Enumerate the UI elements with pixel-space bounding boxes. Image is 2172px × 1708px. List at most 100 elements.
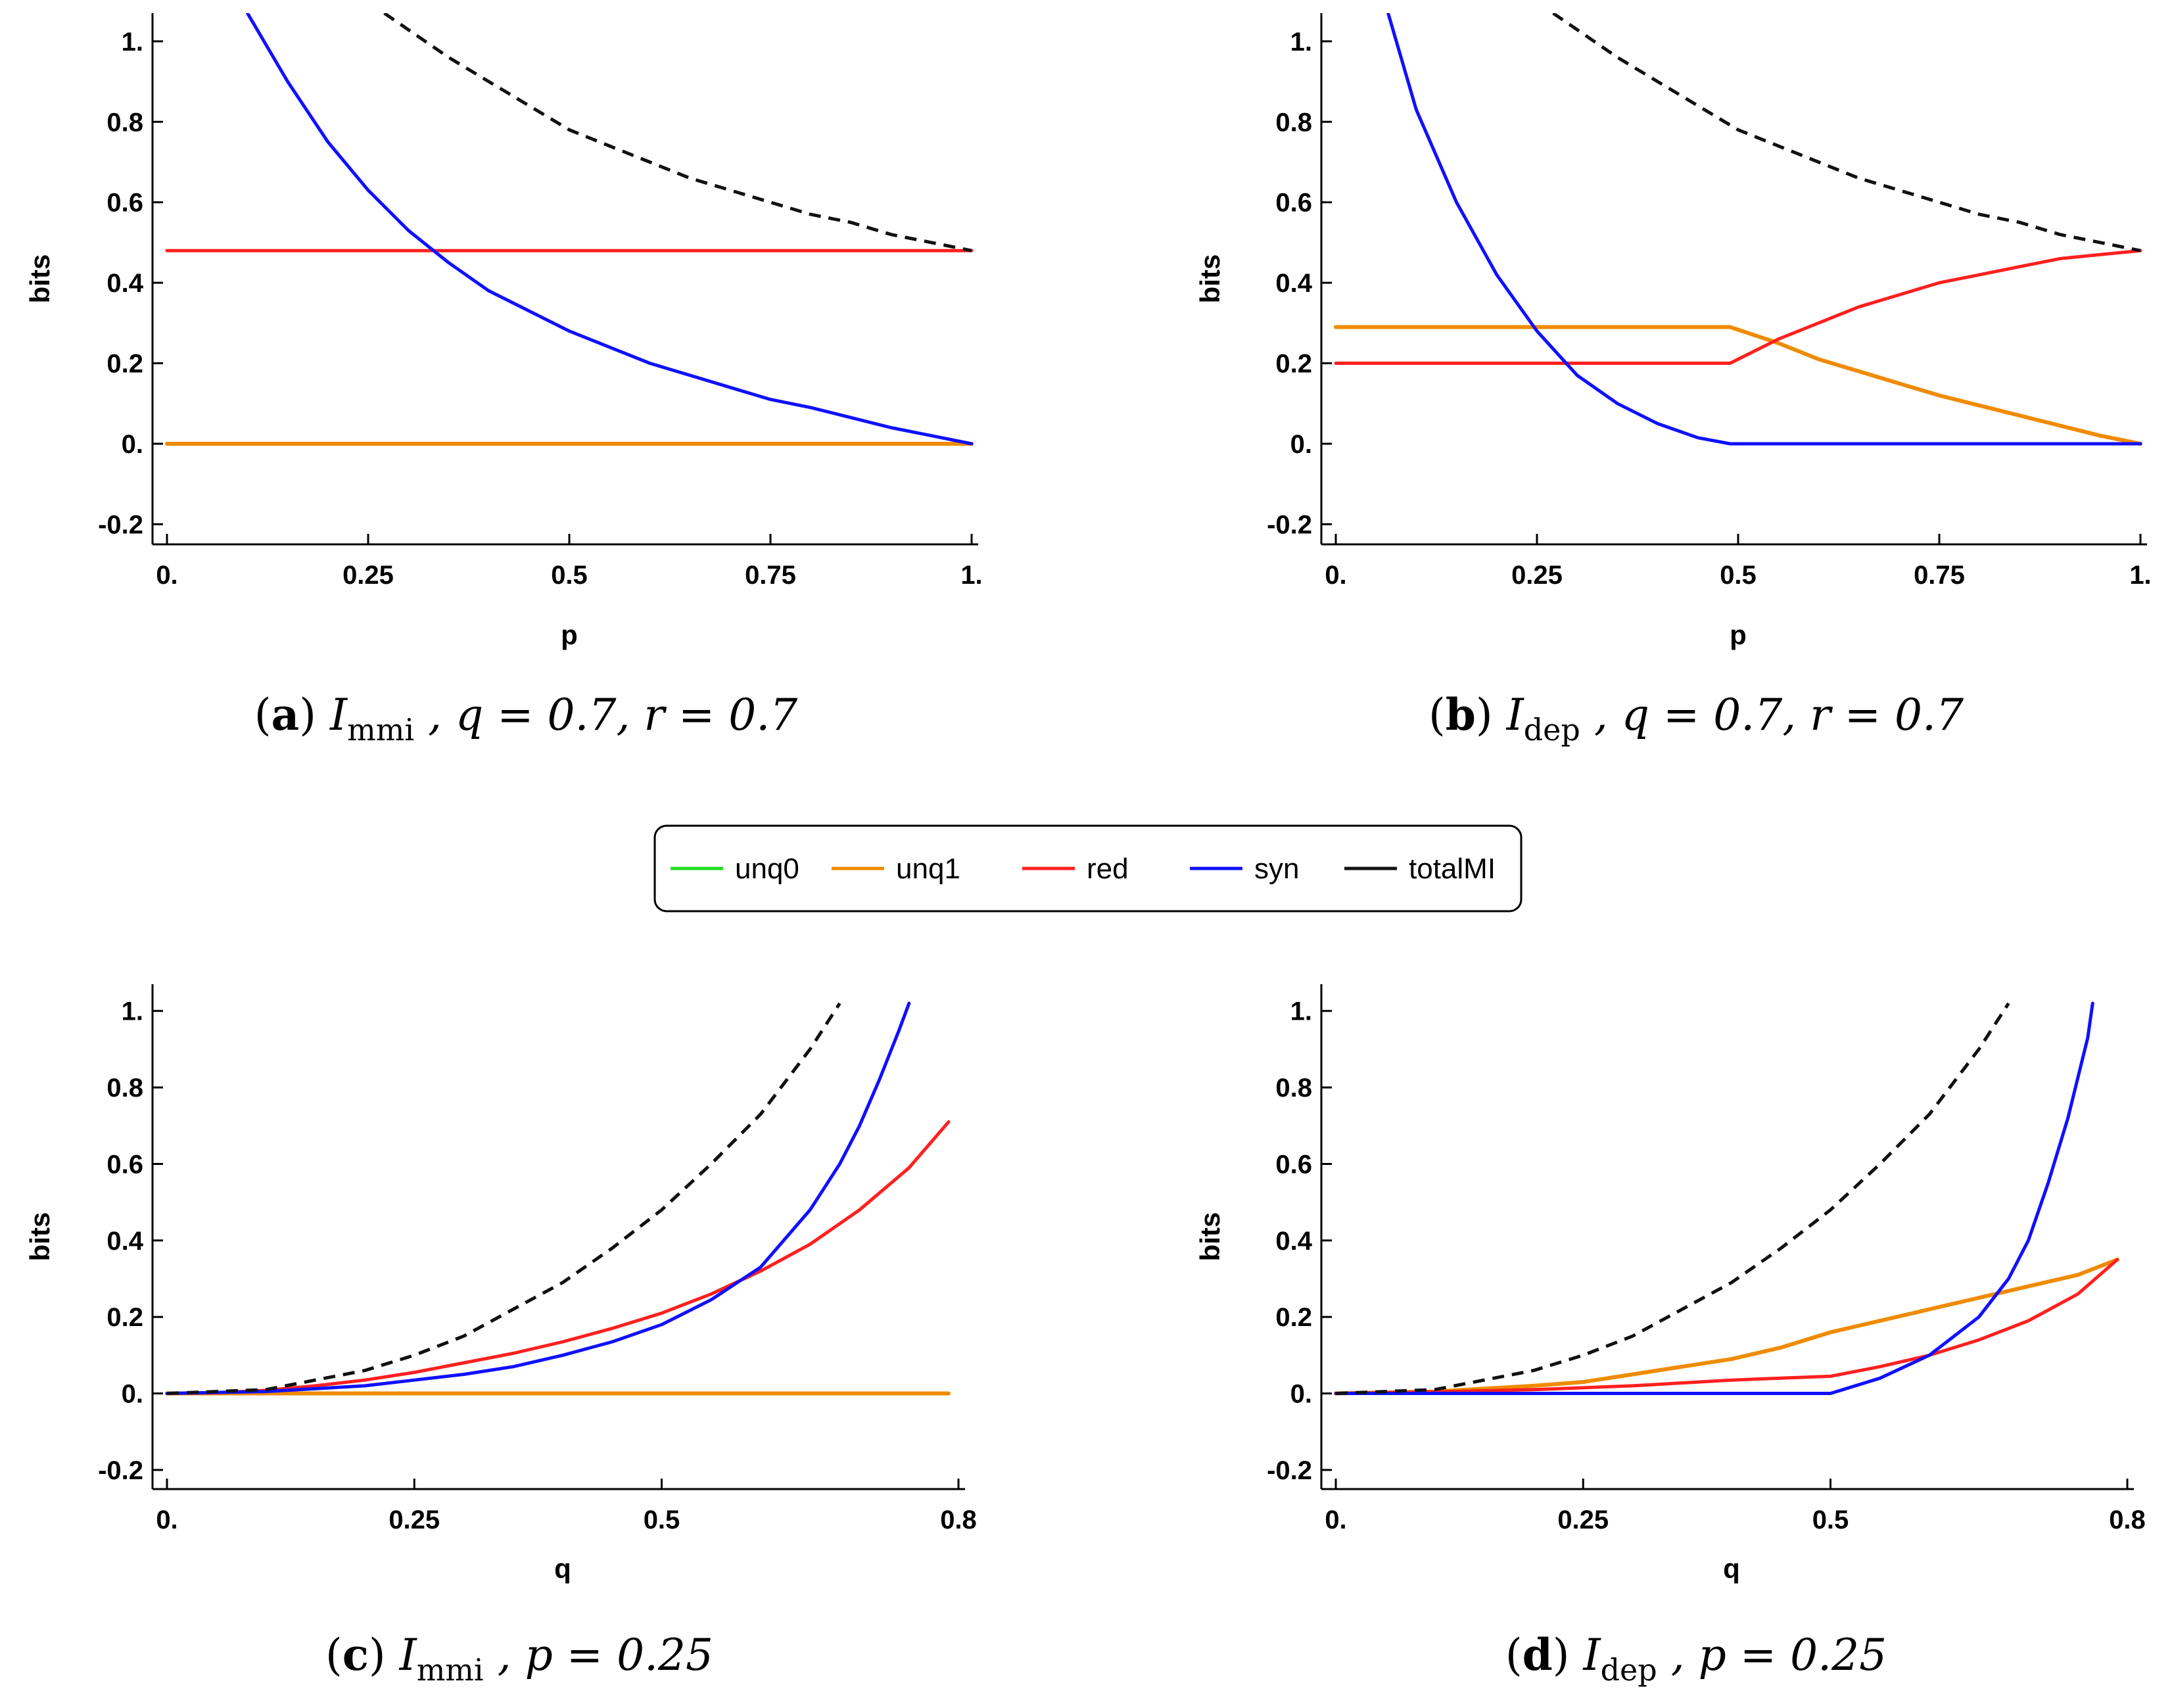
- series-line-unq1: [1334, 325, 2142, 446]
- y-tick-label: 0.8: [1275, 108, 1312, 137]
- caption-params: , p = 0.25: [1657, 1630, 1887, 1680]
- chart-panel-d: -0.2 0. 0.2 0.4 0.6 0.8 1. 0. 0.25 0.5 0.8 q bits (d)…: [1194, 984, 2146, 1688]
- chart-panel-c: -0.2 0. 0.2 0.4 0.6 0.8 1. 0. 0.25 0.5 0.8 q bits (c)…: [24, 984, 977, 1688]
- y-tick-label: 0.: [122, 1380, 143, 1409]
- chart-panel-a: -0.2 0. 0.2 0.4 0.6 0.8 1. 0. 0.25 0.5 0.75 1. p bits…: [24, 13, 983, 747]
- series-line-red: [165, 1120, 951, 1395]
- y-tick-label: 1.: [122, 28, 143, 57]
- x-tick-label: 0.5: [551, 561, 588, 590]
- legend-label: unq1: [896, 853, 960, 885]
- chart-panel-b: -0.2 0. 0.2 0.4 0.6 0.8 1. 0. 0.25 0.5 0.75 1. p bits…: [1194, 13, 2152, 747]
- caption-subscript: mmi: [347, 712, 414, 747]
- series-line-unq1: [1334, 1257, 2119, 1396]
- caption-subscript: dep: [1524, 712, 1580, 747]
- y-tick-label: 0.: [122, 430, 143, 459]
- legend-frame: [653, 824, 1523, 913]
- y-tick-label: 0.4: [106, 269, 143, 298]
- y-axis-label: bits: [1194, 254, 1225, 304]
- x-tick-label: 0.: [156, 1506, 177, 1534]
- x-axis-label: p: [1730, 619, 1747, 650]
- caption-params: , p = 0.25: [484, 1630, 713, 1680]
- caption-tag: c: [342, 1629, 369, 1680]
- caption-measure: I: [399, 1630, 418, 1680]
- x-tick-label: 0.: [1325, 1506, 1346, 1534]
- caption-params: , q = 0.7, r = 0.7: [1580, 690, 1964, 740]
- legend-item-unq0: unq0: [671, 853, 799, 885]
- y-tick-label: 0.: [1290, 430, 1312, 459]
- y-tick-label: 0.4: [1275, 1227, 1312, 1256]
- legend-item-totalMI: totalMI: [1344, 853, 1496, 885]
- series-line-syn: [1334, 1001, 2094, 1395]
- series-line-syn: [165, 1001, 911, 1395]
- y-tick-label: 0.4: [106, 1227, 143, 1256]
- series-line-red: [1334, 1258, 2119, 1395]
- caption-close-paren: ): [1553, 1630, 1584, 1680]
- legend-label: red: [1087, 853, 1129, 885]
- y-axis-label: bits: [1194, 1212, 1225, 1262]
- series-line-red: [1334, 249, 2142, 365]
- panel-caption-c: (c) Immi , p = 0.25: [325, 1629, 713, 1688]
- caption-subscript: mmi: [417, 1652, 484, 1688]
- y-tick-label: 0.6: [106, 189, 143, 218]
- caption-close-paren: ): [299, 690, 330, 740]
- y-tick-label: -0.2: [98, 510, 143, 539]
- legend-item-red: red: [1022, 853, 1129, 885]
- y-tick-label: -0.2: [98, 1456, 143, 1485]
- caption-close-paren: ): [1476, 690, 1507, 740]
- caption-tag: b: [1446, 689, 1476, 740]
- x-axis-label: q: [554, 1553, 571, 1584]
- x-axis-label: q: [1723, 1553, 1740, 1584]
- caption-tag: a: [272, 689, 300, 740]
- x-tick-label: 1.: [960, 561, 982, 590]
- y-axis-label: bits: [24, 254, 55, 304]
- panel-caption-b: (b) Idep , q = 0.7, r = 0.7: [1428, 689, 1964, 747]
- y-tick-label: 0.6: [106, 1150, 143, 1179]
- x-tick-label: 0.75: [745, 561, 796, 590]
- series-group: [165, 13, 974, 446]
- x-tick-label: 0.25: [389, 1506, 440, 1534]
- legend-item-syn: syn: [1190, 853, 1299, 885]
- caption-measure: I: [1506, 690, 1525, 740]
- x-tick-label: 0.: [156, 561, 177, 590]
- x-tick-label: 1.: [2129, 561, 2151, 590]
- x-tick-label: 0.5: [644, 1506, 680, 1534]
- legend-item-unq1: unq1: [832, 853, 960, 885]
- y-tick-label: 0.6: [1275, 189, 1312, 218]
- y-tick-label: 1.: [1290, 997, 1312, 1026]
- series-group: [1334, 13, 2142, 446]
- series-line-totalMI: [1552, 13, 2141, 252]
- caption-measure: I: [329, 690, 348, 740]
- series-group: [1334, 1001, 2119, 1396]
- caption-open-paren: (: [1428, 690, 1446, 740]
- x-tick-label: 0.8: [940, 1506, 977, 1534]
- series-line-syn: [245, 13, 974, 446]
- series-line-syn: [1386, 13, 2142, 446]
- caption-open-paren: (: [325, 1630, 342, 1680]
- y-tick-label: 1.: [122, 997, 143, 1026]
- legend-label: totalMI: [1409, 853, 1496, 885]
- caption-tag: d: [1523, 1629, 1553, 1680]
- x-tick-label: 0.5: [1720, 561, 1757, 590]
- legend-label: unq0: [735, 853, 799, 885]
- y-tick-label: 0.2: [1275, 1303, 1312, 1332]
- y-tick-label: 0.: [1290, 1380, 1312, 1409]
- series-group: [165, 1001, 951, 1396]
- caption-measure: I: [1583, 1630, 1602, 1680]
- caption-open-paren: (: [254, 690, 272, 740]
- y-tick-label: -0.2: [1267, 510, 1312, 539]
- y-tick-label: 0.2: [106, 350, 143, 379]
- y-tick-label: 0.2: [106, 1303, 143, 1332]
- y-axis-label: bits: [24, 1212, 55, 1262]
- caption-open-paren: (: [1505, 1630, 1523, 1680]
- y-tick-label: -0.2: [1267, 1456, 1312, 1485]
- y-tick-label: 0.8: [106, 108, 143, 137]
- series-line-totalMI: [1335, 1002, 2010, 1395]
- legend-label: syn: [1254, 853, 1299, 885]
- y-tick-label: 0.6: [1275, 1150, 1312, 1179]
- panel-caption-d: (d) Idep , p = 0.25: [1505, 1629, 1887, 1688]
- x-tick-label: 0.5: [1812, 1506, 1849, 1534]
- x-tick-label: 0.25: [342, 561, 394, 590]
- x-tick-label: 0.: [1325, 561, 1346, 590]
- series-line-totalMI: [383, 13, 972, 252]
